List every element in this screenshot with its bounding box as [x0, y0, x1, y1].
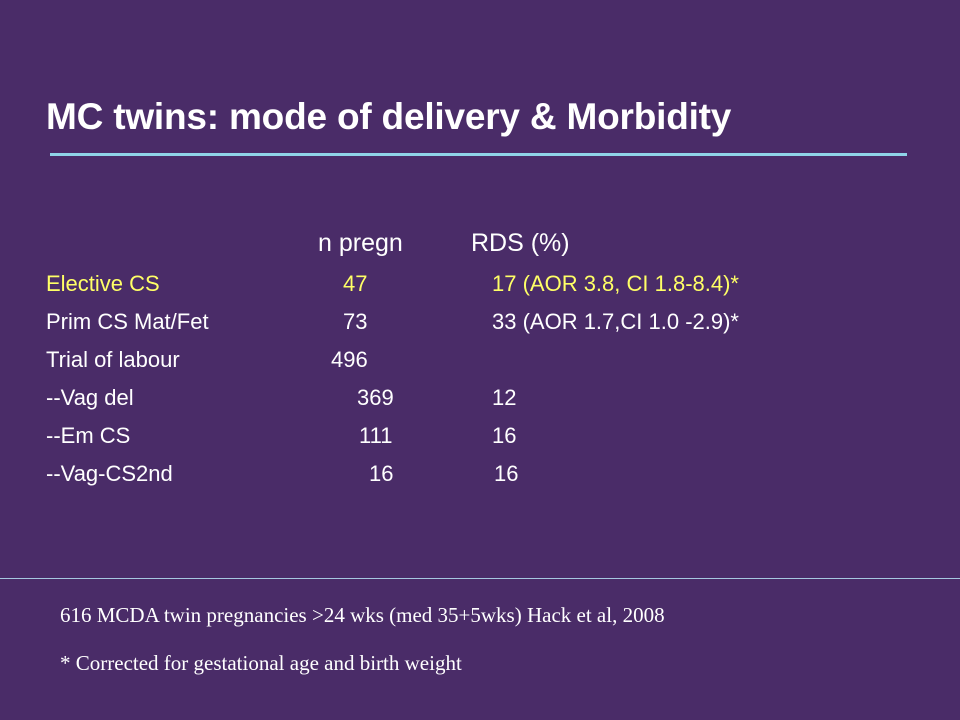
row-label-prim-cs: Prim CS Mat/Fet [46, 309, 209, 334]
row-n-em-cs: 111 [359, 423, 393, 448]
row-n-trial-of-labour: 496 [331, 347, 368, 372]
row-n-elective-cs: 47 [343, 271, 368, 296]
row-label-trial-of-labour: Trial of labour [46, 347, 180, 372]
row-n-prim-cs: 73 [343, 309, 368, 334]
row-label-elective-cs: Elective CS [46, 271, 160, 296]
row-rds-prim-cs: 33 (AOR 1.7,CI 1.0 -2.9)* [492, 309, 739, 334]
header-rds: RDS (%) [471, 229, 570, 257]
footnote-asterisk: * Corrected for gestational age and birt… [60, 651, 462, 675]
row-rds-em-cs: 16 [492, 423, 517, 448]
row-n-vag-cs2nd: 16 [369, 461, 394, 486]
row-label-vag-cs2nd: --Vag-CS2nd [46, 461, 173, 486]
slide-title: MC twins: mode of delivery & Morbidity [46, 96, 732, 137]
row-rds-vag-cs2nd: 16 [494, 461, 519, 486]
row-label-em-cs: --Em CS [46, 423, 131, 448]
row-rds-vag-del: 12 [492, 385, 517, 410]
source-citation: 616 MCDA twin pregnancies >24 wks (med 3… [60, 603, 665, 627]
row-label-vag-del: --Vag del [46, 385, 134, 410]
row-rds-elective-cs: 17 (AOR 3.8, CI 1.8-8.4)* [492, 271, 739, 296]
row-n-vag-del: 369 [357, 385, 394, 410]
header-n-pregn: n pregn [318, 229, 403, 257]
title-underline [50, 153, 907, 156]
footer-divider [0, 578, 960, 579]
